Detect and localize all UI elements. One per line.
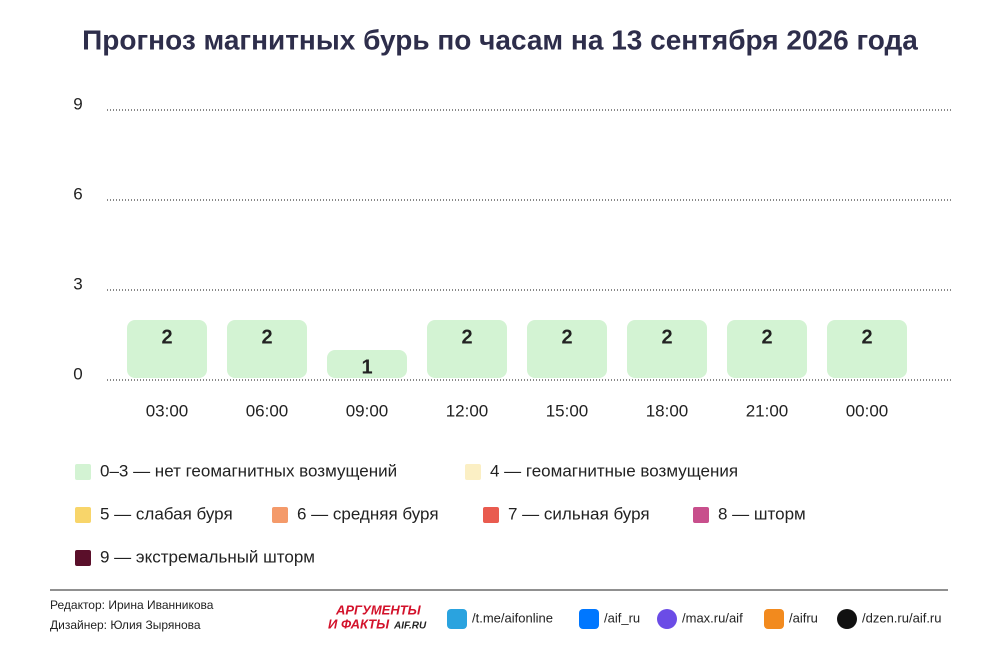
- logo-line: И ФАКТЫ: [328, 616, 390, 631]
- bar: [727, 320, 807, 378]
- legend-label: 0–3 — нет геомагнитных возмущений: [100, 461, 397, 480]
- x-tick-label: 15:00: [546, 401, 589, 420]
- value-label: 2: [561, 326, 572, 348]
- logo-line: АРГУМЕНТЫ: [335, 602, 422, 617]
- social-link: /t.me/aifonline: [472, 610, 553, 625]
- y-tick-label: 0: [73, 364, 82, 383]
- bar: [427, 320, 507, 378]
- social-link: /max.ru/aif: [682, 610, 743, 625]
- bar: [127, 320, 207, 378]
- x-tick-label: 21:00: [746, 401, 789, 420]
- legend-label: 8 — шторм: [718, 504, 806, 523]
- social-link: /aif_ru: [604, 610, 640, 625]
- legend-label: 5 — слабая буря: [100, 504, 233, 523]
- value-label: 2: [161, 326, 172, 348]
- legend-swatch: [693, 507, 709, 523]
- value-label: 2: [661, 326, 672, 348]
- value-label: 1: [361, 356, 372, 378]
- x-tick-label: 12:00: [446, 401, 489, 420]
- legend-label: 7 — сильная буря: [508, 504, 650, 523]
- legend-swatch: [272, 507, 288, 523]
- legend-swatch: [75, 507, 91, 523]
- logo-line: AIF.RU: [393, 621, 427, 632]
- value-label: 2: [461, 326, 472, 348]
- logo: АРГУМЕНТЫ И ФАКТЫ AIF.RU: [328, 602, 427, 631]
- chart-title: Прогноз магнитных бурь по часам на 13 се…: [82, 24, 918, 55]
- bar: [827, 320, 907, 378]
- social-icon: [657, 609, 677, 629]
- designer: Дизайнер: Юлия Зырянова: [50, 618, 201, 632]
- bar: [227, 320, 307, 378]
- x-tick-label: 09:00: [346, 401, 389, 420]
- y-tick-label: 6: [73, 184, 82, 203]
- x-tick-label: 18:00: [646, 401, 689, 420]
- social-icon: [837, 609, 857, 629]
- bar: [327, 350, 407, 378]
- social-icon: [447, 609, 467, 629]
- x-tick-label: 00:00: [846, 401, 889, 420]
- legend-swatch: [75, 464, 91, 480]
- legend-swatch: [75, 550, 91, 566]
- bar: [527, 320, 607, 378]
- social-icon: [764, 609, 784, 629]
- value-label: 2: [761, 326, 772, 348]
- bar: [627, 320, 707, 378]
- social-link: /dzen.ru/aif.ru: [862, 610, 942, 625]
- y-tick-label: 9: [73, 94, 82, 113]
- editor: Редактор: Ирина Иванникова: [50, 598, 214, 612]
- y-tick-label: 3: [73, 274, 82, 293]
- legend-label: 6 — средняя буря: [297, 504, 439, 523]
- value-label: 2: [861, 326, 872, 348]
- value-label: 2: [261, 326, 272, 348]
- social-icon: [579, 609, 599, 629]
- x-tick-label: 06:00: [246, 401, 289, 420]
- legend-swatch: [465, 464, 481, 480]
- legend-swatch: [483, 507, 499, 523]
- legend-label: 4 — геомагнитные возмущения: [490, 461, 738, 480]
- x-tick-label: 03:00: [146, 401, 189, 420]
- legend-label: 9 — экстремальный шторм: [100, 547, 315, 566]
- social-link: /aifru: [789, 610, 818, 625]
